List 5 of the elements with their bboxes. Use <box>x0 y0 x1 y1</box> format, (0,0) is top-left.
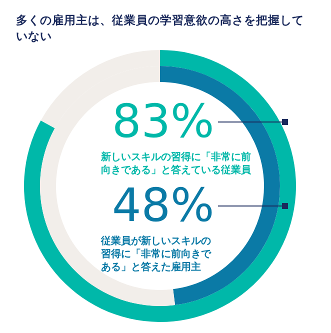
slice-label: 新しいスキルの習得に「非常に前向きである」と答えている従業員 <box>101 151 251 177</box>
data-label: 48% <box>112 178 214 232</box>
slice-label: 従業員が新しいスキルの習得に「非常に前向きである」と答えた雇用主 <box>101 235 212 274</box>
data-label: 83% <box>112 94 214 148</box>
chart-title: 多くの雇用主は、従業員の学習意欲の高さを把握していない <box>16 12 305 44</box>
